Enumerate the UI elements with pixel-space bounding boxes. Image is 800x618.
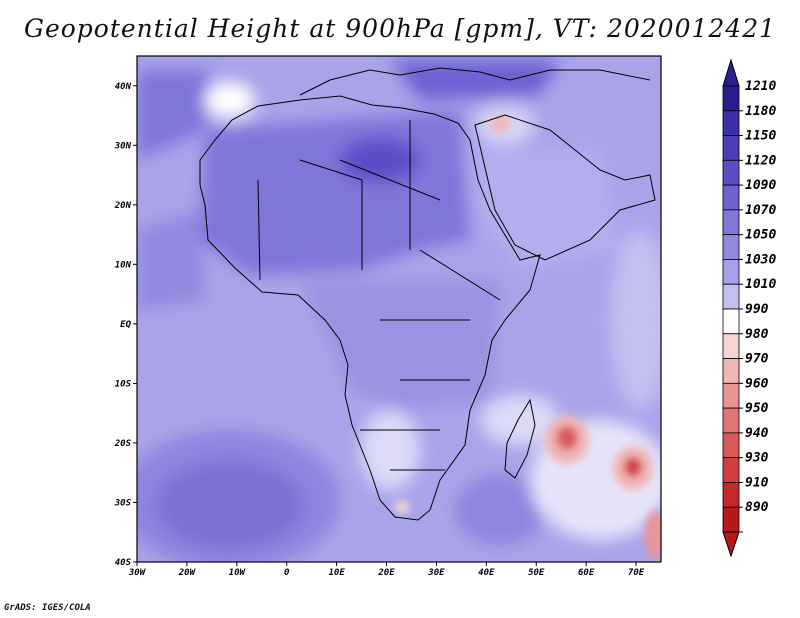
colorbar-label: 1010 xyxy=(745,277,776,292)
colorbar-segment xyxy=(722,407,740,434)
colorbar-bottom-arrow xyxy=(722,531,740,558)
colorbar-segment xyxy=(722,283,740,310)
colorbar-segment xyxy=(722,234,740,260)
colorbar-label: 990 xyxy=(745,302,769,317)
colorbar: 1210 1180 1150 1120 1090 1070 1050 1030 1010 990 9… xyxy=(722,58,776,558)
colorbar-segment xyxy=(722,209,740,236)
colorbar-segment xyxy=(722,110,740,136)
lon-label: 70E xyxy=(628,568,645,578)
lon-label: 60E xyxy=(578,568,595,578)
colorbar-label: 1090 xyxy=(745,178,776,193)
latitude-axis: 40N 30N 20N 10N EQ 10S 20S 30S 40S xyxy=(114,82,137,568)
lon-label: 30W xyxy=(128,568,147,578)
colorbar-segment xyxy=(722,259,740,285)
lon-label: 20W xyxy=(178,568,197,578)
colorbar-segment xyxy=(722,333,740,359)
lat-label: 10N xyxy=(115,260,132,270)
lat-label: 40S xyxy=(115,558,132,568)
lat-label: EQ xyxy=(120,320,131,330)
colorbar-label: 950 xyxy=(745,401,769,416)
map-title: Geopotential Height at 900hPa [gpm], VT:… xyxy=(23,14,777,43)
lat-label: 10S xyxy=(115,379,132,389)
colorbar-segment xyxy=(722,184,740,211)
colorbar-label: 1150 xyxy=(745,129,776,144)
colorbar-segment xyxy=(722,85,740,112)
lat-label: 40N xyxy=(115,82,132,92)
colorbar-segment xyxy=(722,506,740,533)
colorbar-label: 910 xyxy=(745,475,769,490)
colorbar-label: 940 xyxy=(745,426,769,441)
colorbar-label: 1120 xyxy=(745,153,776,168)
lon-label: 20E xyxy=(377,568,395,578)
colorbar-label: 960 xyxy=(745,376,769,391)
colorbar-label: 970 xyxy=(745,352,769,367)
colorbar-label: 980 xyxy=(745,327,769,342)
colorbar-segment xyxy=(722,308,740,335)
lon-label: 10E xyxy=(328,568,345,578)
lat-label: 20N xyxy=(114,201,132,211)
colorbar-segment xyxy=(722,482,740,508)
map-frame xyxy=(136,55,662,563)
lon-label: 30E xyxy=(427,568,445,578)
colorbar-label: 930 xyxy=(745,451,769,466)
colorbar-label: 1030 xyxy=(745,252,776,267)
lat-label: 30S xyxy=(114,498,132,508)
lon-label: 10W xyxy=(229,568,247,578)
coastlines xyxy=(199,67,656,521)
colorbar-segment xyxy=(722,432,740,459)
colorbar-segment xyxy=(722,382,740,409)
lat-label: 20S xyxy=(114,439,132,449)
lon-label: 50E xyxy=(528,568,545,578)
colorbar-label: 1070 xyxy=(745,203,776,218)
colorbar-label: 1180 xyxy=(745,104,776,119)
longitude-axis: 30W 20W 10W 0 10E 20E 30E 40E 50E 60E 70E xyxy=(128,562,645,578)
colorbar-label: 890 xyxy=(745,500,769,515)
colorbar-segment xyxy=(722,135,740,161)
colorbar-label: 1050 xyxy=(745,228,776,243)
colorbar-top-arrow xyxy=(722,58,740,87)
lat-label: 30N xyxy=(114,141,132,151)
colorbar-segment xyxy=(722,457,740,483)
colorbar-segment xyxy=(722,159,740,186)
lon-label: 0 xyxy=(284,568,290,578)
grads-credit: GrADS: IGES/COLA xyxy=(4,603,91,613)
contour-field xyxy=(137,56,661,562)
colorbar-label: 1210 xyxy=(745,79,776,94)
lon-label: 40E xyxy=(478,568,495,578)
colorbar-segment xyxy=(722,358,740,384)
